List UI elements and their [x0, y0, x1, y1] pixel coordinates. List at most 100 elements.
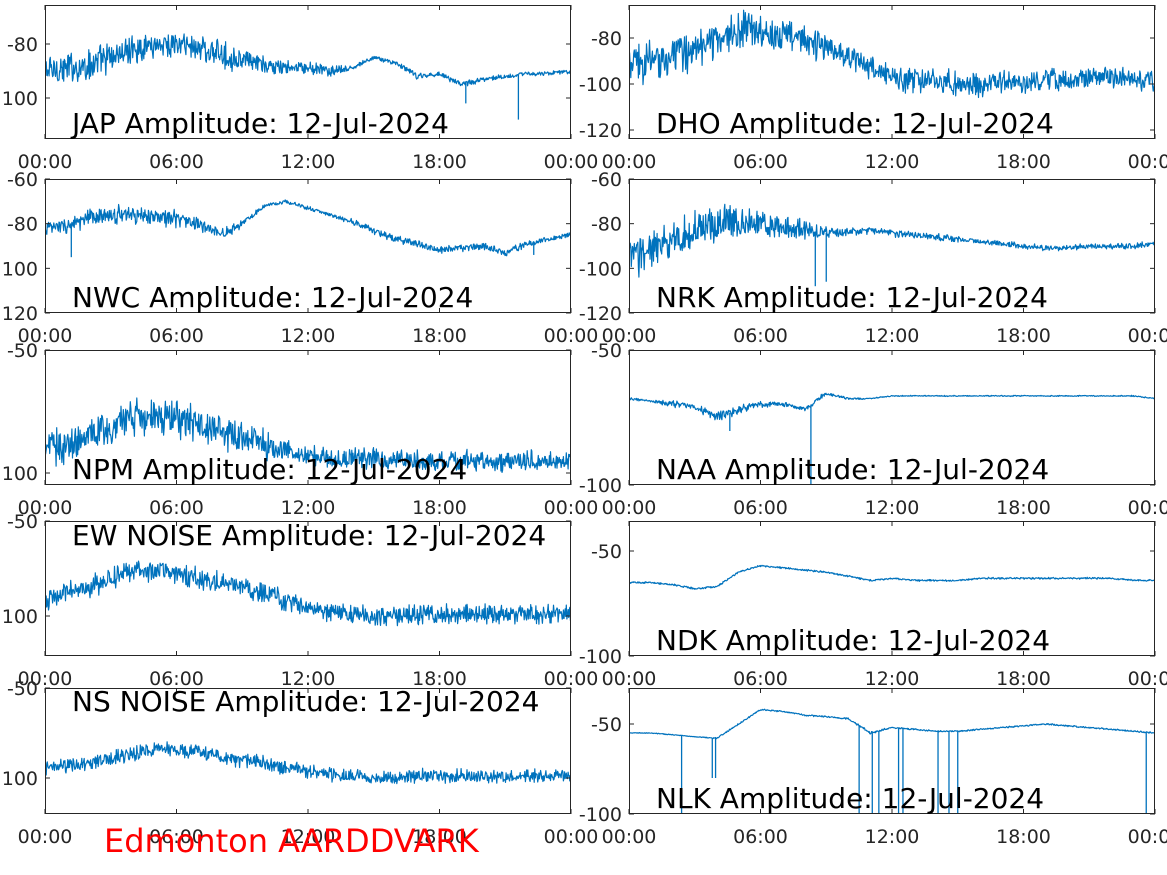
y-tick-label: -50: [7, 340, 38, 362]
panel-6: 00:00 06:00 12:00 18:00 00:00 -50 -100 NAA Ampl…: [579, 340, 1167, 519]
y-tick-label: -50: [7, 511, 38, 533]
amplitude-trace: [629, 564, 1155, 590]
y-tick-label: -100: [579, 258, 622, 280]
x-tick-label: 00:00: [544, 325, 599, 347]
panel-8: 00:00 06:00 12:00 18:00 00:00 -50 -100 NDK Ampl…: [579, 521, 1167, 690]
panel-4: 00:00 06:00 12:00 18:00 00:00 -60 -80 -100 -120 N…: [579, 169, 1167, 347]
x-tick-label: 00:00: [544, 826, 599, 848]
panel-title: NLK Amplitude: 12-Jul-2024: [656, 782, 1044, 815]
x-tick-label: 18:00: [996, 325, 1051, 347]
panel-3: 00:00 06:00 12:00 18:00 00:00 -60 -80 100 120 NWC…: [2, 169, 599, 347]
x-tick-label: 18:00: [412, 668, 467, 690]
amplitude-trace: [45, 397, 571, 473]
y-tick-label: -100: [579, 646, 622, 668]
y-tick-label: -100: [579, 74, 622, 96]
x-tick-label: 06:00: [733, 668, 788, 690]
x-tick-label: 00:00: [18, 497, 73, 519]
y-tick-label: -60: [591, 169, 622, 191]
panel-title: NS NOISE Amplitude: 12-Jul-2024: [72, 685, 539, 718]
panel-2: 00:00 06:00 12:00 18:00 00:00 -80 -100 -120 DHO …: [579, 5, 1167, 173]
x-tick-label: 00:00: [1128, 668, 1167, 690]
x-tick-label: 00:00: [18, 668, 73, 690]
x-tick-label: 18:00: [412, 497, 467, 519]
x-tick-label: 12:00: [865, 668, 920, 690]
x-tick-label: 06:00: [733, 497, 788, 519]
x-tick-label: 06:00: [149, 497, 204, 519]
y-tick-label: -120: [579, 120, 622, 142]
panel-1: 00:00 06:00 12:00 18:00 00:00 -80 100 JAP Ampli…: [2, 5, 599, 173]
y-tick-label: 120: [2, 303, 38, 325]
panel-title: NAA Amplitude: 12-Jul-2024: [656, 453, 1049, 486]
x-tick-label: 00:00: [1128, 497, 1167, 519]
x-tick-label: 12:00: [281, 151, 336, 173]
y-tick-label: -50: [591, 714, 622, 736]
x-tick-label: 18:00: [996, 151, 1051, 173]
panel-title: NRK Amplitude: 12-Jul-2024: [656, 281, 1048, 314]
y-tick-label: 100: [2, 88, 38, 110]
x-tick-label: 00:00: [602, 668, 657, 690]
y-tick-label: 100: [2, 258, 38, 280]
x-tick-label: 00:00: [1128, 826, 1167, 848]
x-tick-label: 00:00: [602, 497, 657, 519]
y-tick-label: -60: [7, 169, 38, 191]
x-tick-label: 18:00: [412, 151, 467, 173]
amplitude-trace: [629, 203, 1155, 278]
x-tick-label: 18:00: [996, 497, 1051, 519]
amplitude-trace: [629, 708, 1155, 740]
x-tick-label: 06:00: [149, 826, 204, 848]
y-tick-label: 100: [2, 463, 38, 485]
x-tick-label: 00:00: [544, 151, 599, 173]
x-tick-label: 06:00: [733, 826, 788, 848]
x-tick-label: 12:00: [865, 151, 920, 173]
x-tick-label: 00:00: [18, 826, 73, 848]
y-tick-label: -50: [591, 340, 622, 362]
x-tick-label: 12:00: [281, 826, 336, 848]
panel-title: NWC Amplitude: 12-Jul-2024: [72, 281, 473, 314]
x-tick-label: 18:00: [996, 668, 1051, 690]
x-tick-label: 00:00: [18, 151, 73, 173]
amplitude-trace: [45, 33, 571, 87]
x-tick-label: 00:00: [1128, 325, 1167, 347]
x-tick-label: 12:00: [281, 497, 336, 519]
y-tick-label: -80: [591, 28, 622, 50]
y-tick-label: -120: [579, 303, 622, 325]
x-tick-label: 12:00: [281, 668, 336, 690]
amplitude-trace: [45, 560, 571, 627]
x-tick-label: 00:00: [602, 826, 657, 848]
x-tick-label: 12:00: [865, 497, 920, 519]
x-tick-label: 00:00: [18, 325, 73, 347]
y-tick-label: -50: [591, 541, 622, 563]
x-tick-label: 12:00: [865, 325, 920, 347]
y-tick-label: -100: [579, 804, 622, 826]
panel-10: 00:00 06:00 12:00 18:00 00:00 -50 -100 NLK Ampl…: [579, 688, 1167, 848]
y-tick-label: -80: [7, 214, 38, 236]
x-tick-label: 00:00: [1128, 151, 1167, 173]
x-tick-label: 00:00: [602, 151, 657, 173]
x-tick-label: 00:00: [544, 497, 599, 519]
panel-7: 00:00 06:00 12:00 18:00 00:00 -50 100 EW NOISE …: [2, 511, 599, 690]
panel-title: NPM Amplitude: 12-Jul-2024: [72, 453, 467, 486]
x-tick-label: 06:00: [149, 151, 204, 173]
x-tick-label: 06:00: [149, 325, 204, 347]
y-tick-label: -100: [579, 475, 622, 497]
panel-title: NDK Amplitude: 12-Jul-2024: [656, 624, 1050, 657]
x-tick-label: 00:00: [544, 668, 599, 690]
y-tick-label: -50: [7, 678, 38, 700]
y-tick-label: -80: [591, 214, 622, 236]
panel-title: DHO Amplitude: 12-Jul-2024: [656, 107, 1054, 140]
x-tick-label: 06:00: [149, 668, 204, 690]
amplitude-trace: [45, 199, 571, 257]
x-tick-label: 18:00: [996, 826, 1051, 848]
x-tick-label: 12:00: [865, 826, 920, 848]
x-tick-label: 12:00: [281, 325, 336, 347]
footer-label: Edmonton AARDDVARK: [104, 822, 479, 860]
x-tick-label: 06:00: [733, 151, 788, 173]
panel-9: 00:00 06:00 12:00 18:00 00:00 -50 100 NS NOISE …: [2, 678, 599, 848]
amplitude-trace: [629, 392, 1155, 421]
y-tick-label: -80: [7, 34, 38, 56]
amplitude-trace: [629, 9, 1155, 99]
panel-title: EW NOISE Amplitude: 12-Jul-2024: [72, 519, 546, 552]
x-tick-label: 06:00: [733, 325, 788, 347]
x-tick-label: 18:00: [412, 826, 467, 848]
